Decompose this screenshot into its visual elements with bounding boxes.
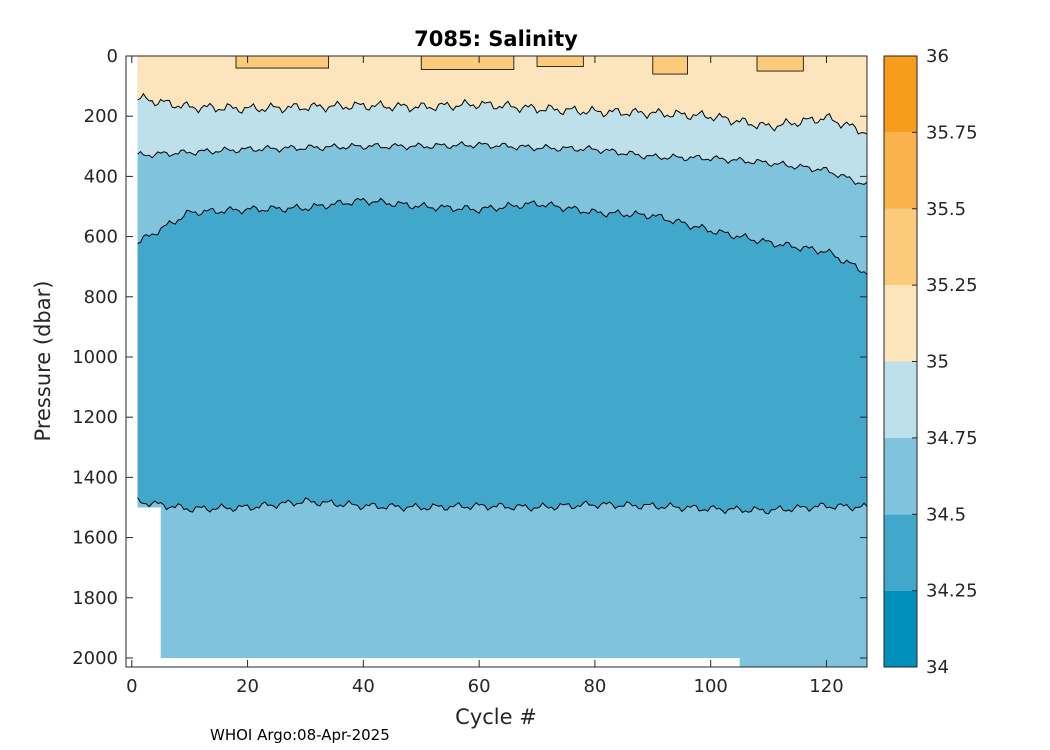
colorbar-segment [884,56,917,133]
colorbar-segment [884,285,917,362]
y-tick-label: 600 [84,227,118,248]
contour-band-35-to-35-25 [137,56,867,135]
colorbar-tick-label: 35.75 [926,122,978,143]
x-tick-label: 100 [694,676,728,697]
contour-line-34-5-lower [137,497,867,515]
colorbar-tick-label: 34.5 [926,504,966,525]
plot-border [125,55,868,668]
x-axis-title: Cycle # [455,705,537,729]
contour-line-35 [137,92,867,135]
footer-credit: WHOI Argo:08-Apr-2025 [210,726,390,744]
colorbar-segment [884,590,917,667]
colorbar-tick-label: 35 [926,352,949,373]
x-axis: 0 20 40 60 80 100 120 [126,56,844,697]
x-tick-label: 0 [126,676,137,697]
x-tick-label: 120 [809,676,843,697]
contour-patch-35-25-to-35-5 [536,56,584,67]
contour-patch-35-25-to-35-5 [420,56,515,70]
y-tick-label: 800 [84,287,118,308]
x-tick-label: 80 [583,676,606,697]
y-tick-label: 1600 [72,528,118,549]
contour-line-34-75 [137,140,867,186]
y-tick-label: 400 [84,166,118,187]
colorbar-segment [884,437,917,515]
contour-plot-area [137,56,867,667]
colorbar-tick-label: 34.25 [926,581,978,602]
contour-patch-35-25-to-35-5 [235,56,330,69]
colorbar-segment [884,132,917,209]
y-tick-label: 1200 [72,407,118,428]
y-tick-label: 0 [107,46,118,67]
x-tick-label: 60 [468,676,491,697]
colorbar-tick-label: 34.75 [926,428,978,449]
x-tick-label: 40 [352,676,375,697]
contour-patch-35-25-to-35-5 [756,56,804,72]
contour-patch-35-25-to-35-5 [652,56,688,75]
colorbar-tick-label: 36 [926,46,949,67]
contour-band-34-75-to-35 [137,93,867,185]
contour-line-34-5 [137,197,867,275]
contour-band-34-25-to-34-5 [137,198,867,514]
colorbar-tick-label: 35.5 [926,199,966,220]
colorbar: 34 34.25 34.5 34.75 35 35.25 35.5 35.75 36 [883,46,978,678]
y-axis-title: Pressure (dbar) [31,281,55,442]
y-tick-label: 1400 [72,467,118,488]
colorbar-tick-label: 35.25 [926,275,978,296]
y-axis: 0 200 400 600 800 1000 1200 1400 1600 1800 2000 [72,46,867,669]
y-tick-label: 200 [84,106,118,127]
colorbar-segment [884,208,917,286]
y-tick-label: 1000 [72,347,118,368]
y-tick-label: 1800 [72,588,118,609]
y-tick-label: 2000 [72,648,118,669]
colorbar-segment [884,514,917,591]
chart-title: 7085: Salinity [414,27,578,51]
colorbar-tick-label: 34 [926,657,949,678]
x-tick-label: 20 [236,676,259,697]
plot-frame [125,55,868,668]
colorbar-segment [884,361,917,438]
